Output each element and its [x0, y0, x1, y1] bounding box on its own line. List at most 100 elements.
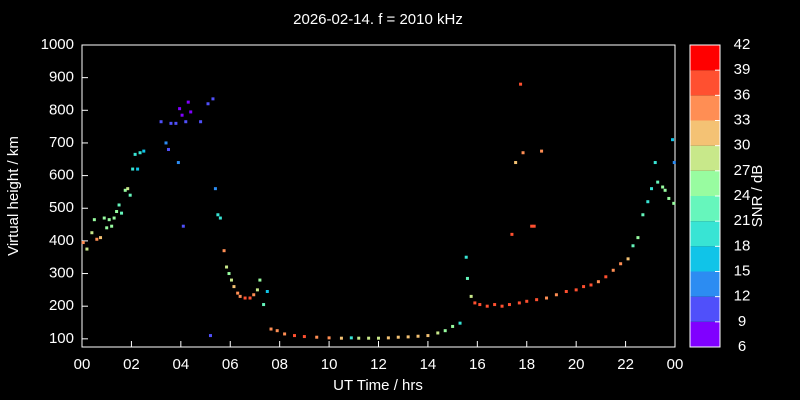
colorbar-tick-label: 15 [734, 262, 751, 279]
point [465, 276, 469, 280]
point [112, 216, 116, 220]
point [189, 110, 193, 114]
chart-title: 2026-02-14. f = 2010 kHz [293, 11, 463, 28]
point [243, 296, 247, 300]
y-tick-label: 1000 [41, 36, 74, 53]
point [159, 120, 163, 124]
point [218, 216, 222, 220]
x-tick-label: 14 [420, 356, 437, 373]
point [90, 231, 94, 235]
point [451, 324, 455, 328]
point [367, 336, 371, 340]
point [229, 278, 233, 282]
x-axis-label: UT Time / hrs [333, 377, 423, 394]
point [574, 288, 578, 292]
x-tick-label: 00 [74, 356, 91, 373]
point [292, 334, 296, 338]
colorbar-band [690, 170, 720, 196]
point [514, 161, 518, 165]
point [186, 100, 190, 104]
point [126, 187, 130, 191]
point [469, 294, 473, 298]
point [493, 303, 497, 307]
point [206, 102, 210, 106]
point [211, 97, 215, 101]
point [510, 232, 514, 236]
point [181, 224, 185, 228]
point [458, 321, 462, 325]
point [406, 335, 410, 339]
point [269, 327, 273, 331]
x-tick-label: 00 [667, 356, 684, 373]
x-tick-label: 06 [222, 356, 239, 373]
point [589, 283, 593, 287]
point [530, 224, 534, 228]
point [115, 210, 119, 214]
point [464, 255, 468, 259]
point [92, 218, 96, 222]
point [81, 241, 85, 245]
point [252, 293, 256, 297]
point [386, 336, 390, 340]
point [473, 301, 477, 305]
colorbar-tick-label: 36 [734, 86, 751, 103]
point [255, 288, 259, 292]
point [110, 224, 114, 228]
colorbar-tick-label: 6 [738, 338, 746, 355]
colorbar-tick-label: 30 [734, 137, 751, 154]
point [99, 236, 103, 240]
point [517, 301, 521, 305]
point [545, 296, 549, 300]
point [396, 335, 400, 339]
point [478, 303, 482, 307]
colorbar-band [690, 271, 720, 297]
point [133, 152, 137, 156]
point [107, 218, 111, 222]
y-tick-label: 900 [49, 69, 74, 86]
point [227, 272, 231, 276]
point [485, 304, 489, 308]
y-tick-label: 600 [49, 167, 74, 184]
colorbar-tick-label: 24 [734, 187, 751, 204]
point [131, 167, 135, 171]
colorbar-tick-label: 33 [734, 111, 751, 128]
point [178, 107, 182, 111]
point [631, 244, 635, 248]
point [236, 291, 240, 295]
point [667, 196, 671, 200]
point [656, 180, 660, 184]
y-tick-label: 500 [49, 199, 74, 216]
colorbar-band [690, 221, 720, 247]
point [436, 331, 440, 335]
point [180, 113, 184, 117]
point [661, 185, 665, 189]
point [521, 151, 525, 155]
x-tick-label: 04 [172, 356, 189, 373]
point [377, 336, 380, 340]
point [275, 329, 279, 333]
point [283, 332, 287, 336]
colorbar-band [690, 321, 720, 347]
point [265, 289, 269, 293]
colorbar-tick-label: 42 [734, 36, 751, 53]
colorbar-tick-label: 18 [734, 237, 751, 254]
point [105, 226, 109, 230]
point [663, 188, 667, 192]
colorbar-band [690, 120, 720, 146]
colorbar-band [690, 296, 720, 322]
x-tick-label: 16 [469, 356, 486, 373]
colorbar-band [690, 70, 720, 96]
point [554, 293, 558, 297]
y-tick-label: 700 [49, 134, 74, 151]
colorbar-band [690, 196, 720, 222]
point [519, 82, 523, 86]
point [238, 294, 242, 298]
point [646, 200, 650, 204]
point [138, 151, 142, 155]
point [102, 216, 106, 220]
point [416, 334, 420, 338]
x-tick-label: 08 [271, 356, 288, 373]
point [184, 120, 188, 124]
point [443, 329, 447, 333]
point [216, 213, 220, 217]
